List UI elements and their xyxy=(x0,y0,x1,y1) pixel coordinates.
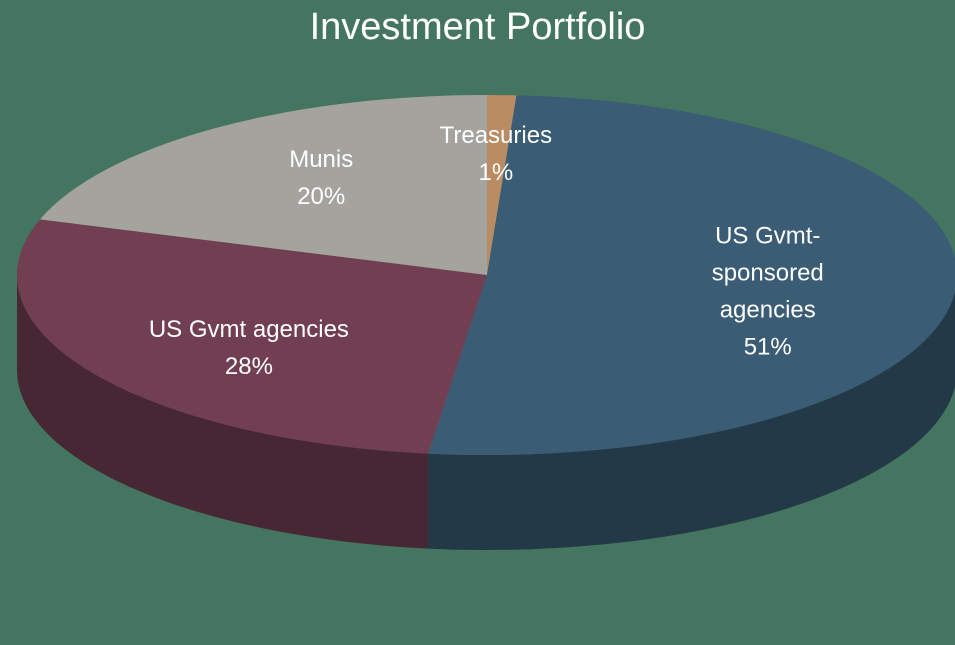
side-walls xyxy=(17,275,955,550)
chart-title: Investment Portfolio xyxy=(309,6,646,48)
slice-value: 51% xyxy=(743,334,792,362)
slice xyxy=(16,219,487,454)
slice-name: US Gvmt agencies xyxy=(148,315,349,343)
slice-name: Munis xyxy=(289,145,354,173)
data-label: US Gvmt agencies 28% xyxy=(149,310,349,384)
slice-side xyxy=(17,275,429,549)
slice-name: Treasuries xyxy=(439,121,553,149)
slice xyxy=(40,95,487,275)
slice-name: US Gvmt-sponsored agencies xyxy=(711,222,824,324)
slice-value: 28% xyxy=(224,352,273,380)
slice xyxy=(428,95,955,455)
slice-value: 20% xyxy=(297,183,346,211)
data-label: Treasuries 1% xyxy=(440,117,552,191)
data-label: Munis 20% xyxy=(289,141,353,215)
slice-value: 1% xyxy=(478,159,514,187)
data-label: US Gvmt-sponsored agencies 51% xyxy=(674,217,861,366)
slice xyxy=(487,95,517,275)
slice-side xyxy=(428,291,955,550)
